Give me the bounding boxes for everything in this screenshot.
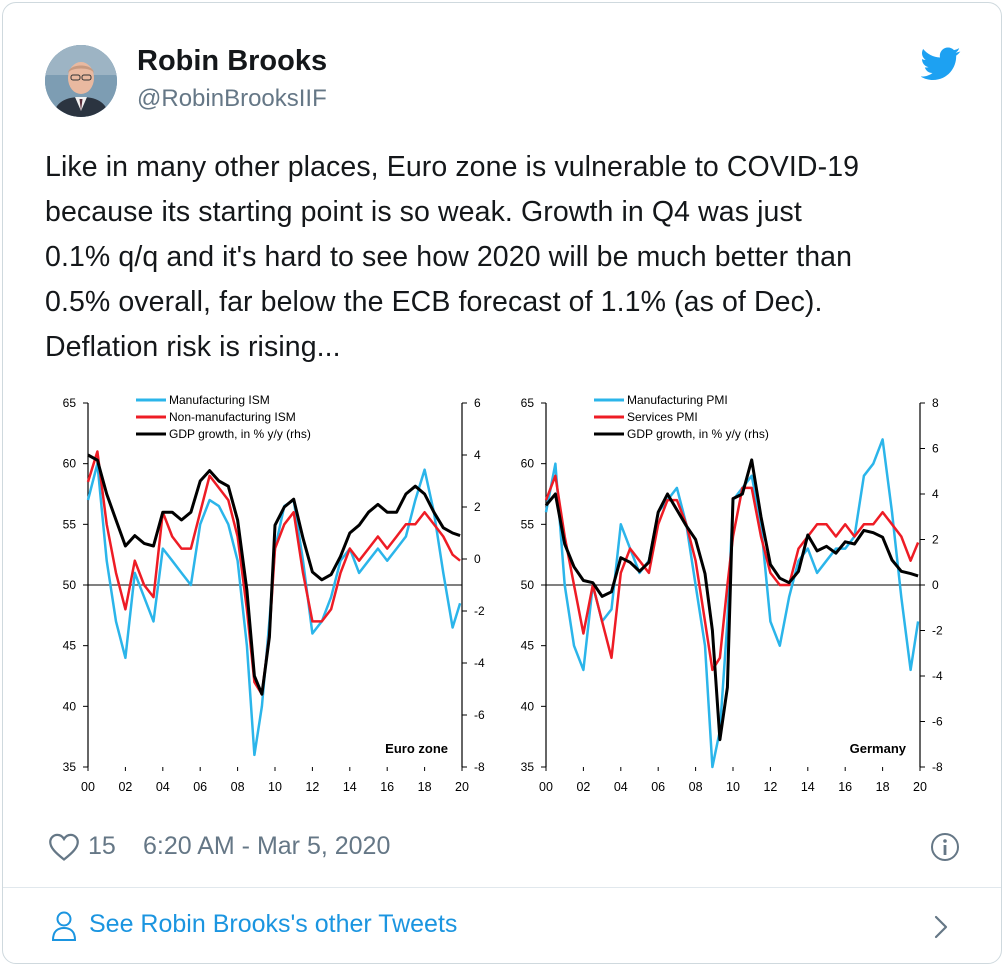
chart1-x-tick-label: 10	[268, 780, 282, 794]
chart1-series-1-line	[86, 462, 462, 757]
tweet-image[interactable]: 65 60 55 50 45 40 35 6 4 2 0 -2 -4 -6 -8 00 02 04 06 08 10 12…	[43, 386, 963, 806]
chart2-legend-label-2: Services PMI	[627, 410, 698, 424]
chart2-right-tick-label: -8	[932, 760, 943, 774]
chart2-right-tick-label: 8	[932, 396, 939, 410]
chevron-right-icon[interactable]	[933, 914, 949, 940]
chart2-x-tick-label: 00	[539, 780, 553, 794]
chart1-legend-label-3: GDP growth, in % y/y (rhs)	[169, 427, 311, 441]
chart2-title: Germany	[850, 741, 907, 756]
chart2-legend-label-1: Manufacturing PMI	[627, 393, 728, 407]
chart1-right-tick-label: -4	[474, 656, 485, 670]
tweet-text: Like in many other places, Euro zone is …	[45, 151, 860, 363]
chart2-left-tick-label: 50	[521, 578, 535, 592]
avatar[interactable]	[45, 45, 117, 117]
chart2-right-tick-label: 2	[932, 533, 939, 547]
chart1-left-tick-label: 45	[63, 639, 77, 653]
chart2-left-tick-label: 55	[521, 517, 535, 531]
chart2-right-tick-label: 4	[932, 487, 939, 501]
chart1-legend-label-2: Non-manufacturing ISM	[169, 410, 296, 424]
chart2-x-tick-label: 12	[763, 780, 777, 794]
chart2-left-tick-label: 65	[521, 396, 535, 410]
chart2-x-tick-label: 06	[651, 780, 665, 794]
chart2-x-tick-label: 04	[614, 780, 628, 794]
chart1-x-tick-label: 20	[455, 780, 469, 794]
chart1-left-tick-label: 65	[63, 396, 77, 410]
chart1-x-tick-label: 04	[156, 780, 170, 794]
chart1-right-tick-label: -6	[474, 708, 485, 722]
chart2-x-tick-label: 14	[801, 780, 815, 794]
author-name[interactable]: Robin Brooks	[137, 45, 328, 77]
chart2-left-tick-label: 35	[521, 760, 535, 774]
chart1-x-tick-label: 00	[81, 780, 95, 794]
avatar-image	[45, 45, 117, 117]
author-handle[interactable]: @RobinBrooksIIF	[137, 85, 327, 112]
chart1-legend-label-1: Manufacturing ISM	[169, 393, 270, 407]
see-other-tweets-link[interactable]: See Robin Brooks's other Tweets	[3, 888, 1001, 963]
chart2-series-3-line	[544, 458, 919, 742]
chart2-x-tick-label: 16	[838, 780, 852, 794]
chart2-right-tick-label: -2	[932, 624, 943, 638]
chart2-left-tick-label: 60	[521, 457, 535, 471]
person-icon	[51, 911, 77, 941]
chart1-title: Euro zone	[385, 741, 448, 756]
chart2-left-tick-label: 45	[521, 639, 535, 653]
chart1-x-tick-label: 06	[193, 780, 207, 794]
chart1-x-tick-label: 16	[380, 780, 394, 794]
chart2-x-tick-label: 20	[913, 780, 927, 794]
chart2-left-tick-label: 40	[521, 699, 535, 713]
tweet-meta: 15 6:20 AM - Mar 5, 2020	[45, 829, 965, 869]
chart2-series-1-line	[544, 438, 920, 769]
chart1-x-tick-label: 14	[343, 780, 357, 794]
like-count[interactable]: 15	[88, 832, 116, 860]
chart1-left-tick-label: 40	[63, 699, 77, 713]
chart1-series-3-line	[87, 453, 461, 696]
divider	[3, 887, 1001, 888]
chart1-right-tick-label: 2	[474, 500, 481, 514]
chart1-x-tick-label: 02	[118, 780, 132, 794]
chart1-left-tick-label: 50	[63, 578, 77, 592]
chart1-x-tick-label: 12	[305, 780, 319, 794]
chart1-x-tick-label: 18	[418, 780, 432, 794]
chart1-left-tick-label: 35	[63, 760, 77, 774]
heart-icon[interactable]	[49, 833, 79, 861]
chart2-legend-label-3: GDP growth, in % y/y (rhs)	[627, 427, 769, 441]
chart1-right-tick-label: -8	[474, 760, 485, 774]
chart1-left-tick-label: 55	[63, 517, 77, 531]
chart2-x-tick-label: 08	[689, 780, 703, 794]
chart1-right-tick-label: -2	[474, 604, 485, 618]
chart2-right-tick-label: 0	[932, 578, 939, 592]
chart2-x-tick-label: 10	[726, 780, 740, 794]
chart1-right-tick-label: 6	[474, 396, 481, 410]
chart2-right-tick-label: -6	[932, 715, 943, 729]
chart1-x-tick-label: 08	[231, 780, 245, 794]
see-other-tweets-label[interactable]: See Robin Brooks's other Tweets	[89, 910, 458, 938]
info-icon[interactable]	[929, 831, 961, 863]
chart2-right-tick-label: 6	[932, 442, 939, 456]
chart2-right-tick-label: -4	[932, 669, 943, 683]
chart1-left-tick-label: 60	[63, 457, 77, 471]
chart1-right-tick-label: 4	[474, 448, 481, 462]
chart1-right-tick-label: 0	[474, 552, 481, 566]
tweet-timestamp[interactable]: 6:20 AM - Mar 5, 2020	[143, 832, 391, 860]
chart2-x-tick-label: 18	[876, 780, 890, 794]
chart2-x-tick-label: 02	[576, 780, 590, 794]
twitter-bird-icon[interactable]	[921, 47, 961, 81]
